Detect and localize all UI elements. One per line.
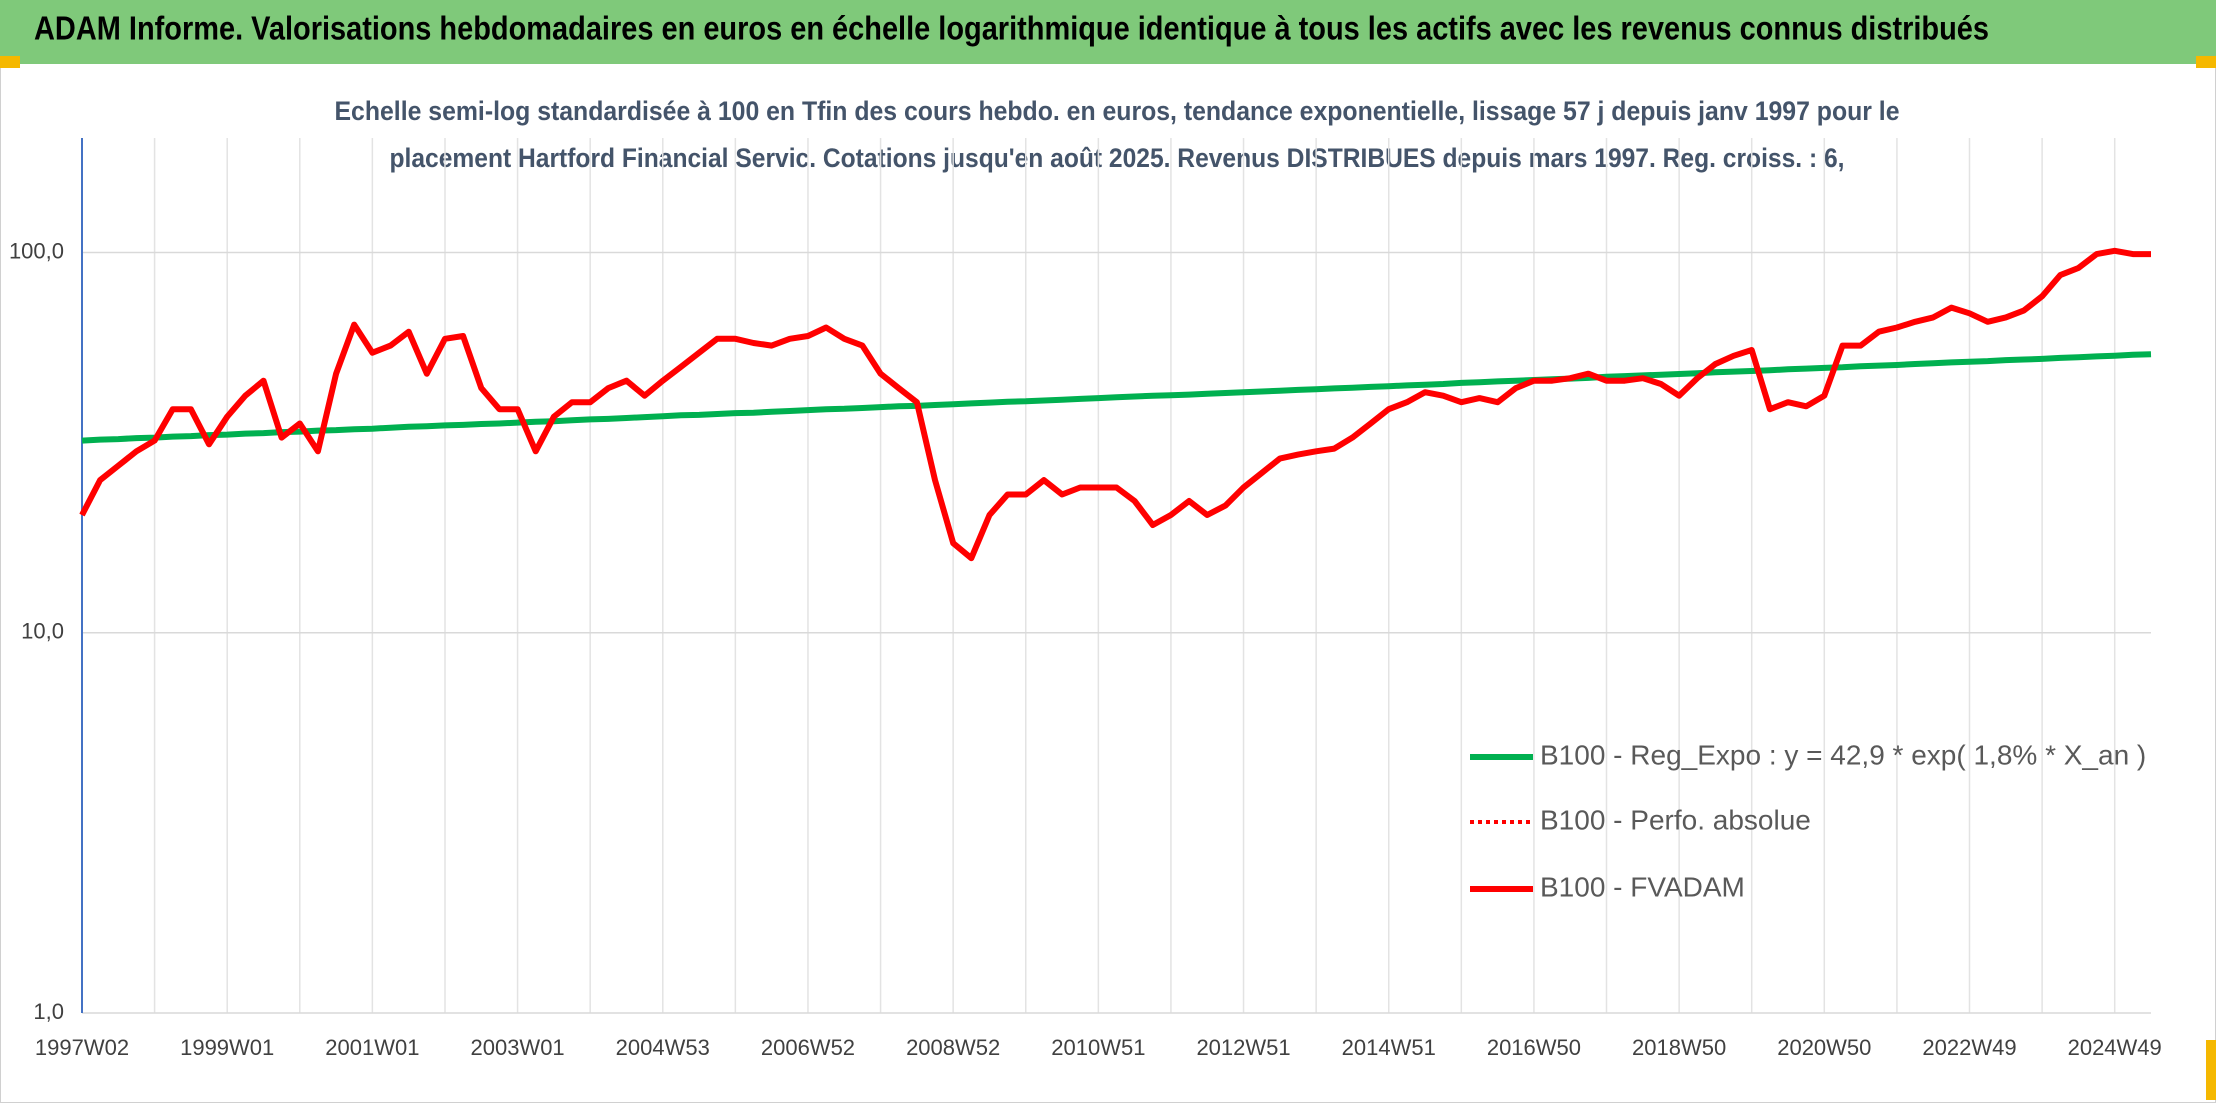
header-title: ADAM Informe. Valorisations hebdomadaire…	[34, 10, 1989, 47]
y-tick-label: 100,0	[9, 238, 64, 263]
y-tick-label: 10,0	[21, 619, 64, 644]
legend-label: B100 - Reg_Expo : y = 42,9 * exp( 1,8% *…	[1540, 739, 2146, 770]
legend-label: B100 - FVADAM	[1540, 871, 1745, 902]
x-tick-label: 2003W01	[470, 1035, 564, 1060]
x-tick-label: 2012W51	[1196, 1035, 1290, 1060]
y-tick-label: 1,0	[33, 999, 64, 1024]
x-tick-label: 2001W01	[325, 1035, 419, 1060]
x-tick-label: 2024W49	[2068, 1035, 2162, 1060]
corner	[2206, 1040, 2216, 1100]
x-tick-label: 2008W52	[906, 1035, 1000, 1060]
series-line	[81, 351, 2152, 444]
x-tick-label: 2022W49	[1922, 1035, 2016, 1060]
corner	[0, 56, 20, 68]
x-tick-label: 2004W53	[616, 1035, 710, 1060]
chart-title: placement Hartford Financial Servic. Cot…	[390, 143, 1845, 173]
x-tick-label: 1999W01	[180, 1035, 274, 1060]
x-tick-label: 1997W02	[35, 1035, 129, 1060]
chart-title: Echelle semi-log standardisée à 100 en T…	[335, 96, 1900, 126]
series-line	[79, 247, 2151, 562]
corner	[2196, 56, 2216, 68]
x-tick-label: 2016W50	[1487, 1035, 1581, 1060]
x-tick-label: 2010W51	[1051, 1035, 1145, 1060]
x-tick-label: 2006W52	[761, 1035, 855, 1060]
header-bar	[0, 0, 2216, 64]
x-tick-label: 2020W50	[1777, 1035, 1871, 1060]
x-tick-label: 2018W50	[1632, 1035, 1726, 1060]
x-tick-label: 2014W51	[1342, 1035, 1436, 1060]
legend-label: B100 - Perfo. absolue	[1540, 804, 1811, 835]
